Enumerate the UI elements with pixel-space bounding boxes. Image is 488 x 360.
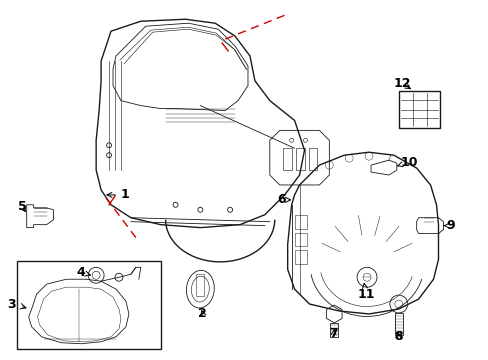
Text: 3: 3	[7, 297, 16, 311]
Text: 12: 12	[393, 77, 410, 90]
Bar	[294, 233, 306, 247]
Bar	[394, 313, 402, 335]
Text: 2: 2	[198, 307, 207, 320]
Text: 1: 1	[107, 188, 129, 201]
Text: 11: 11	[356, 283, 374, 301]
Bar	[17, 261, 161, 349]
Bar	[330, 323, 338, 337]
Text: 6: 6	[277, 193, 290, 206]
Text: 7: 7	[328, 327, 337, 340]
Bar	[308, 148, 317, 170]
Text: 9: 9	[443, 219, 454, 232]
Bar	[196, 274, 204, 296]
Bar	[282, 148, 291, 170]
Text: 4: 4	[76, 266, 90, 279]
Bar	[398, 91, 440, 129]
Bar	[295, 148, 304, 170]
Text: 10: 10	[397, 156, 417, 168]
Text: 5: 5	[18, 200, 26, 213]
Bar	[294, 215, 306, 229]
Text: 8: 8	[393, 330, 402, 343]
Bar	[294, 251, 306, 264]
